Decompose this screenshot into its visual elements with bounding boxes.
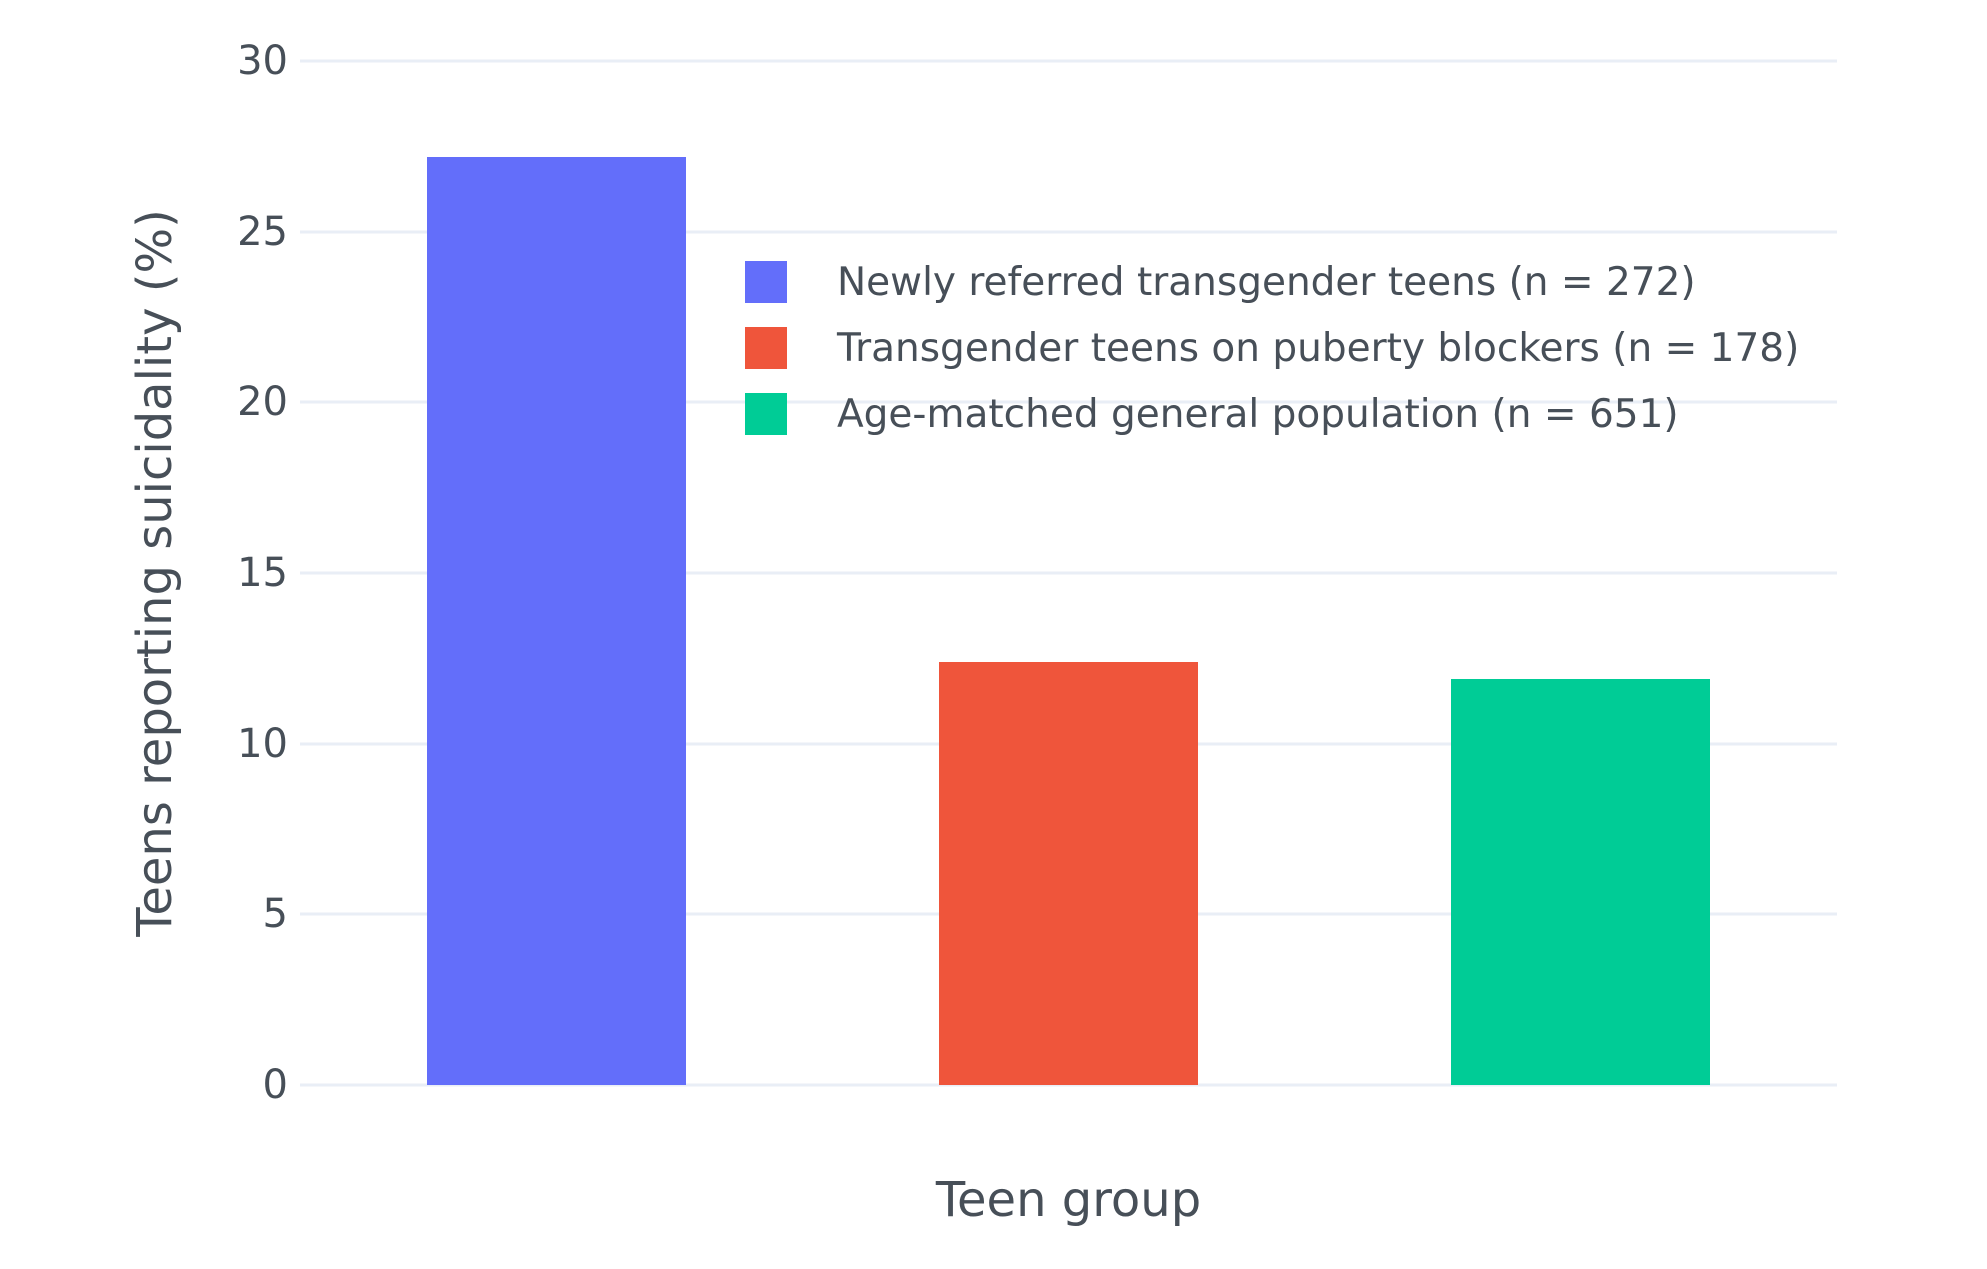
plot-area: 0 5 10 15 20 25 30 bbox=[237, 41, 1837, 1105]
legend-swatch-icon bbox=[745, 327, 787, 369]
legend-item-1[interactable]: Transgender teens on puberty blockers (n… bbox=[745, 315, 1799, 381]
legend-item-label: Transgender teens on puberty blockers (n… bbox=[837, 325, 1800, 371]
legend-item-2[interactable]: Age-matched general population (n = 651) bbox=[745, 381, 1799, 447]
y-tick-label-30: 30 bbox=[237, 38, 288, 84]
x-axis-title: Teen group bbox=[935, 1172, 1202, 1228]
y-tick-label-10: 10 bbox=[237, 720, 288, 767]
y-tick-label-15: 15 bbox=[237, 550, 288, 596]
y-gridline-0 bbox=[300, 1083, 1837, 1087]
bar-0 bbox=[426, 156, 686, 1085]
y-gridline-25 bbox=[300, 230, 1837, 234]
y-axis-title: Teens reporting suicidality (%) bbox=[127, 209, 183, 937]
bar-2 bbox=[1451, 678, 1711, 1085]
legend-swatch-icon bbox=[745, 393, 787, 435]
bar-1 bbox=[939, 661, 1198, 1085]
legend-item-0[interactable]: Newly referred transgender teens (n = 27… bbox=[745, 249, 1799, 315]
legend-item-label: Age-matched general population (n = 651) bbox=[837, 391, 1679, 437]
y-tick-label-5: 5 bbox=[262, 891, 288, 938]
y-gridline-30 bbox=[300, 59, 1837, 63]
y-tick-label-0: 0 bbox=[262, 1062, 288, 1108]
y-tick-label-20: 20 bbox=[237, 379, 288, 426]
legend: Newly referred transgender teens (n = 27… bbox=[745, 249, 1799, 447]
y-gridline-15 bbox=[300, 571, 1837, 575]
y-tick-label-25: 25 bbox=[237, 208, 288, 255]
y-gridline-20 bbox=[300, 400, 1837, 404]
legend-item-label: Newly referred transgender teens (n = 27… bbox=[837, 259, 1696, 305]
legend-swatch-icon bbox=[745, 261, 787, 303]
